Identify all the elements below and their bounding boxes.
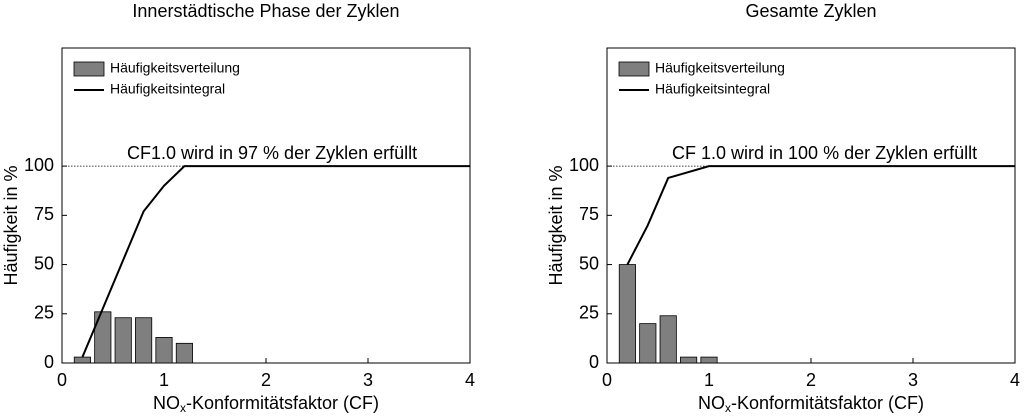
- chart-title: Gesamte Zyklen: [745, 1, 876, 21]
- bar: [155, 337, 173, 364]
- x-label-main: NO: [153, 393, 180, 413]
- legend-swatch: [73, 61, 105, 77]
- bar: [639, 323, 657, 364]
- x-tick-label: 1: [159, 370, 169, 390]
- bar: [94, 311, 112, 364]
- x-tick-label: 0: [602, 370, 612, 390]
- bar: [135, 317, 153, 364]
- bar: [73, 356, 91, 364]
- x-tick-label: 4: [1010, 370, 1020, 390]
- line: [626, 165, 1015, 266]
- y-tick-label: 0: [589, 352, 599, 372]
- legend-label: Häufigkeitsintegral: [655, 81, 770, 97]
- y-tick-label: 75: [579, 204, 599, 224]
- x-axis-label: NOx-Konformitätsfaktor (CF): [698, 393, 924, 415]
- x-tick-label: 2: [261, 370, 271, 390]
- annotation: CF1.0 wird in 97 % der Zyklen erfüllt: [127, 143, 417, 163]
- y-tick-label: 25: [34, 303, 54, 323]
- x-tick-label: 2: [806, 370, 816, 390]
- y-tick-label: 100: [24, 155, 54, 175]
- x-tick-label: 4: [465, 370, 475, 390]
- y-tick-label: 0: [44, 352, 54, 372]
- x-label-main: NO: [698, 393, 725, 413]
- chart-title: Innerstädtische Phase der Zyklen: [132, 1, 399, 21]
- x-label-rest: -Konformitätsfaktor (CF): [731, 393, 924, 413]
- bar: [114, 317, 132, 364]
- bar: [175, 342, 193, 364]
- y-axis-label: Häufigkeit in %: [546, 165, 566, 285]
- x-tick-label: 3: [363, 370, 373, 390]
- bar: [659, 315, 677, 364]
- legend-label: Häufigkeitsverteilung: [655, 60, 785, 76]
- bar: [700, 356, 718, 364]
- y-tick-label: 100: [569, 155, 599, 175]
- y-axis-label: Häufigkeit in %: [1, 165, 21, 285]
- bar: [618, 264, 636, 364]
- y-tick-label: 50: [34, 253, 54, 273]
- y-tick-label: 75: [34, 204, 54, 224]
- y-tick-label: 25: [579, 303, 599, 323]
- y-tick-label: 50: [579, 253, 599, 273]
- legend-label: Häufigkeitsverteilung: [110, 60, 240, 76]
- x-label-sub: x: [180, 401, 186, 415]
- x-label-sub: x: [725, 401, 731, 415]
- x-tick-label: 3: [908, 370, 918, 390]
- legend-swatch: [618, 61, 650, 77]
- x-tick-label: 1: [704, 370, 714, 390]
- x-label-rest: -Konformitätsfaktor (CF): [186, 393, 379, 413]
- annotation: CF 1.0 wird in 100 % der Zyklen erfüllt: [672, 143, 977, 163]
- x-tick-label: 0: [57, 370, 67, 390]
- x-axis-label: NOx-Konformitätsfaktor (CF): [153, 393, 379, 415]
- line: [81, 165, 470, 358]
- legend-label: Häufigkeitsintegral: [110, 81, 225, 97]
- bar: [680, 356, 698, 364]
